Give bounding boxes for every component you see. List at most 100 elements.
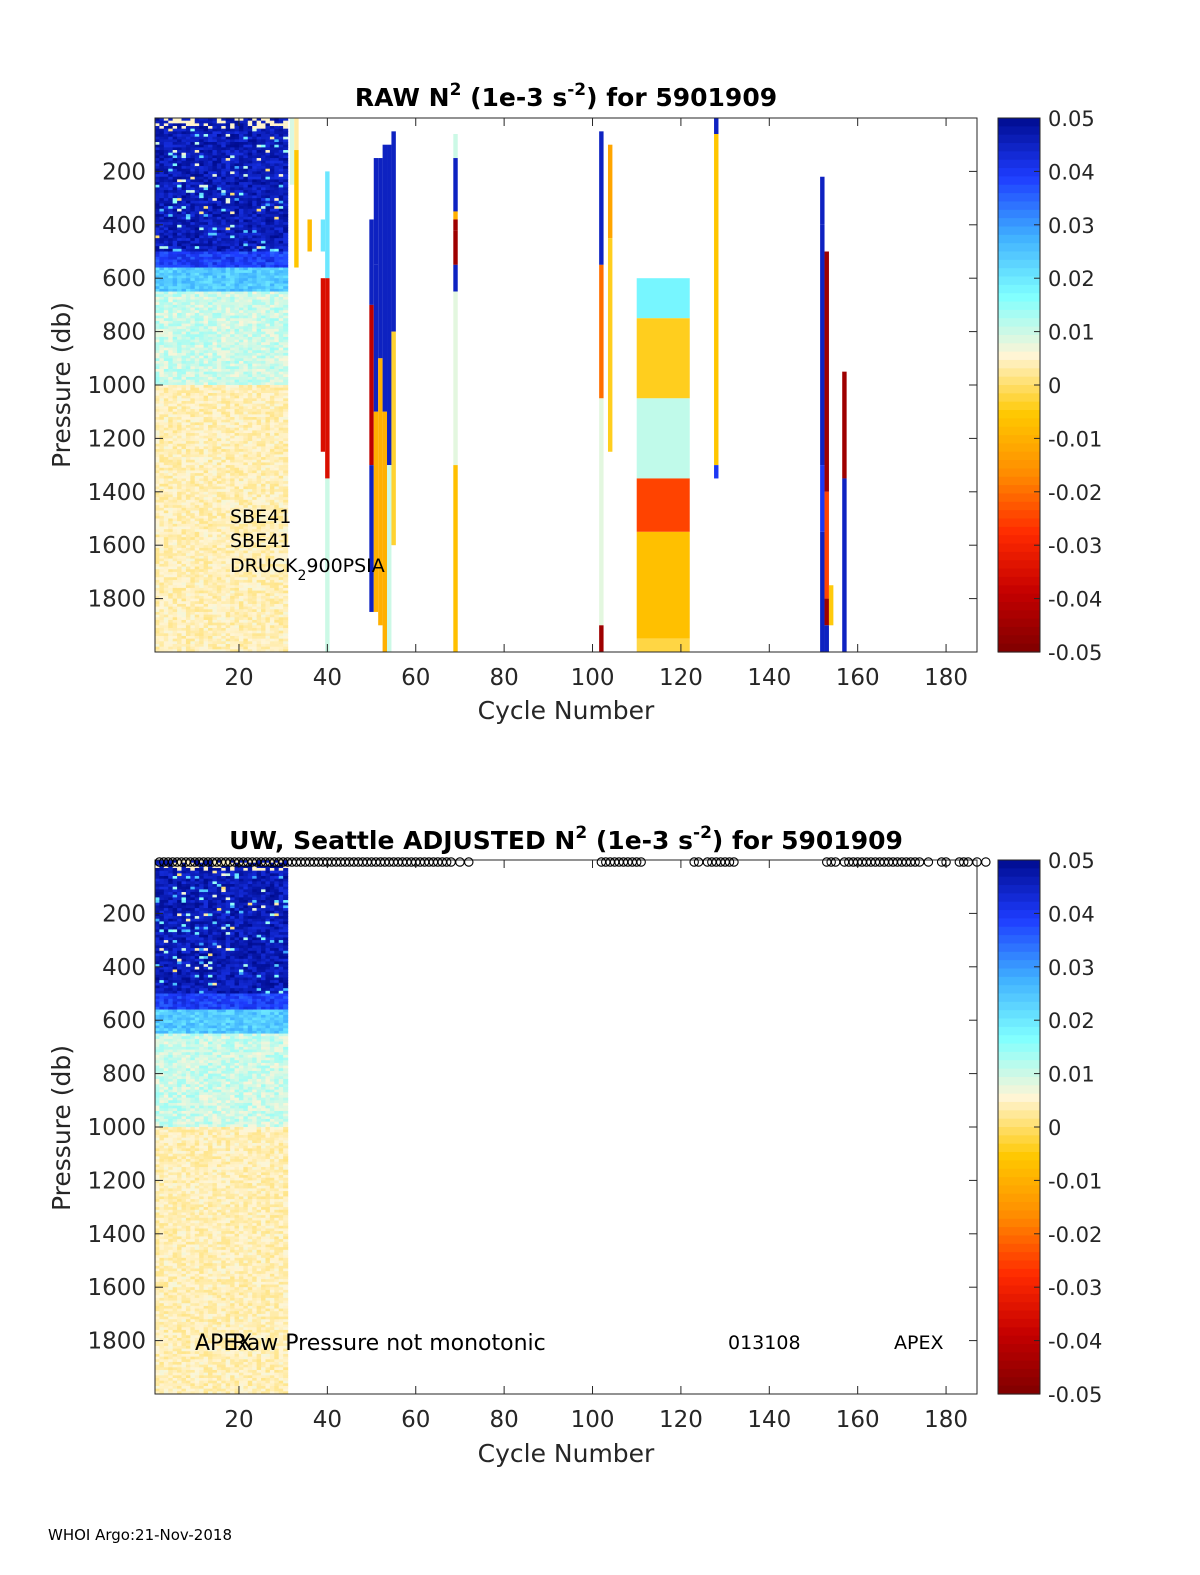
heatmap-cell <box>185 603 191 608</box>
heatmap-cell <box>194 478 200 482</box>
heatmap-cell <box>230 627 236 632</box>
heatmap-cell <box>155 441 161 445</box>
heatmap-cell <box>208 382 214 386</box>
heatmap-cell <box>256 219 262 223</box>
heatmap-cell <box>203 158 209 162</box>
heatmap-cell <box>238 259 244 263</box>
heatmap-cell <box>177 505 183 509</box>
heatmap-cell <box>199 382 205 386</box>
heatmap-cell <box>212 633 218 637</box>
heatmap-cell <box>163 513 169 517</box>
heatmap-cell <box>234 184 240 189</box>
heatmap-cell <box>256 555 262 560</box>
heatmap-cell <box>261 227 267 231</box>
heatmap-cell <box>172 278 178 282</box>
heatmap-cell <box>159 526 165 530</box>
heatmap-cell <box>261 350 267 354</box>
heatmap-cell <box>163 406 169 410</box>
heatmap-cell <box>208 224 214 229</box>
heatmap-cell <box>163 254 169 258</box>
heatmap-cell <box>238 254 244 258</box>
heatmap-cell <box>194 374 200 378</box>
heatmap-cell <box>163 619 169 624</box>
heatmap-cell <box>199 481 205 485</box>
heatmap-cell <box>212 235 218 239</box>
heatmap-cell <box>243 491 249 496</box>
heatmap-cell <box>238 336 244 341</box>
heatmap-cell <box>221 641 227 645</box>
heatmap-cell <box>185 224 191 229</box>
heatmap-cell <box>234 433 240 437</box>
heatmap-cell <box>194 144 200 148</box>
heatmap-cell <box>181 641 187 645</box>
heatmap-cell <box>199 147 205 151</box>
heatmap-cell <box>185 459 191 464</box>
heatmap-cell <box>177 598 183 602</box>
heatmap-cell <box>172 195 178 199</box>
heatmap-cell <box>261 587 267 592</box>
heatmap-cell <box>208 518 214 522</box>
heatmap-cell <box>163 494 169 498</box>
heatmap-cell <box>221 646 227 650</box>
heatmap-cell <box>172 147 178 151</box>
heatmap-cell <box>199 595 205 600</box>
heatmap-cell <box>185 595 191 600</box>
heatmap-cell <box>177 425 183 429</box>
heatmap-cell <box>199 291 205 295</box>
heatmap-cell <box>185 371 191 375</box>
heatmap-cell <box>177 294 183 298</box>
heatmap-cell <box>256 294 262 298</box>
heatmap-cell <box>238 542 244 546</box>
heatmap-cell <box>155 243 161 247</box>
heatmap-cell <box>212 224 218 229</box>
heatmap-cell <box>208 163 214 167</box>
heatmap-cell <box>159 574 165 578</box>
heatmap-cell <box>172 240 178 245</box>
heatmap-cell <box>199 328 205 333</box>
heatmap-cell <box>247 142 253 146</box>
heatmap-cell <box>234 422 240 426</box>
heatmap-cell <box>238 633 244 637</box>
heatmap-cell <box>190 398 196 402</box>
heatmap-cell <box>172 272 178 277</box>
heatmap-cell <box>159 529 165 533</box>
heatmap-cell <box>177 328 183 333</box>
heatmap-cell <box>203 462 209 466</box>
heatmap-cell <box>243 611 249 616</box>
heatmap-cell <box>163 473 169 477</box>
heatmap-cell <box>256 478 262 482</box>
heatmap-cell <box>199 264 205 269</box>
heatmap-cell <box>238 649 244 652</box>
heatmap-cell <box>199 275 205 279</box>
heatmap-cell <box>225 371 231 375</box>
heatmap-cell <box>177 224 183 229</box>
heatmap-cell <box>177 144 183 148</box>
heatmap-cell <box>159 246 165 250</box>
heatmap-cell <box>177 128 183 132</box>
heatmap-cell <box>181 649 187 652</box>
heatmap-cell <box>181 126 187 130</box>
heatmap-cell <box>252 291 258 295</box>
heatmap-cell <box>168 150 174 154</box>
heatmap-cell <box>234 323 240 327</box>
heatmap-cell <box>168 334 174 338</box>
heatmap-cell <box>159 200 165 205</box>
heatmap-cell <box>181 393 187 397</box>
heatmap-cell <box>199 561 205 565</box>
heatmap-cell <box>256 278 262 282</box>
heatmap-cell <box>261 331 267 335</box>
heatmap-cell <box>247 206 253 210</box>
heatmap-cell <box>243 166 249 170</box>
heatmap-cell <box>212 558 218 562</box>
heatmap-cell <box>230 606 236 610</box>
heatmap-cell <box>225 606 231 610</box>
heatmap-cell <box>234 334 240 338</box>
heatmap-cell <box>261 134 267 138</box>
heatmap-cell <box>221 360 227 365</box>
heatmap-cell <box>208 510 214 514</box>
heatmap-cell <box>256 563 262 568</box>
heatmap-cell <box>199 240 205 245</box>
heatmap-cell <box>256 296 262 301</box>
heatmap-cell <box>238 136 244 140</box>
heatmap-cell <box>212 387 218 391</box>
